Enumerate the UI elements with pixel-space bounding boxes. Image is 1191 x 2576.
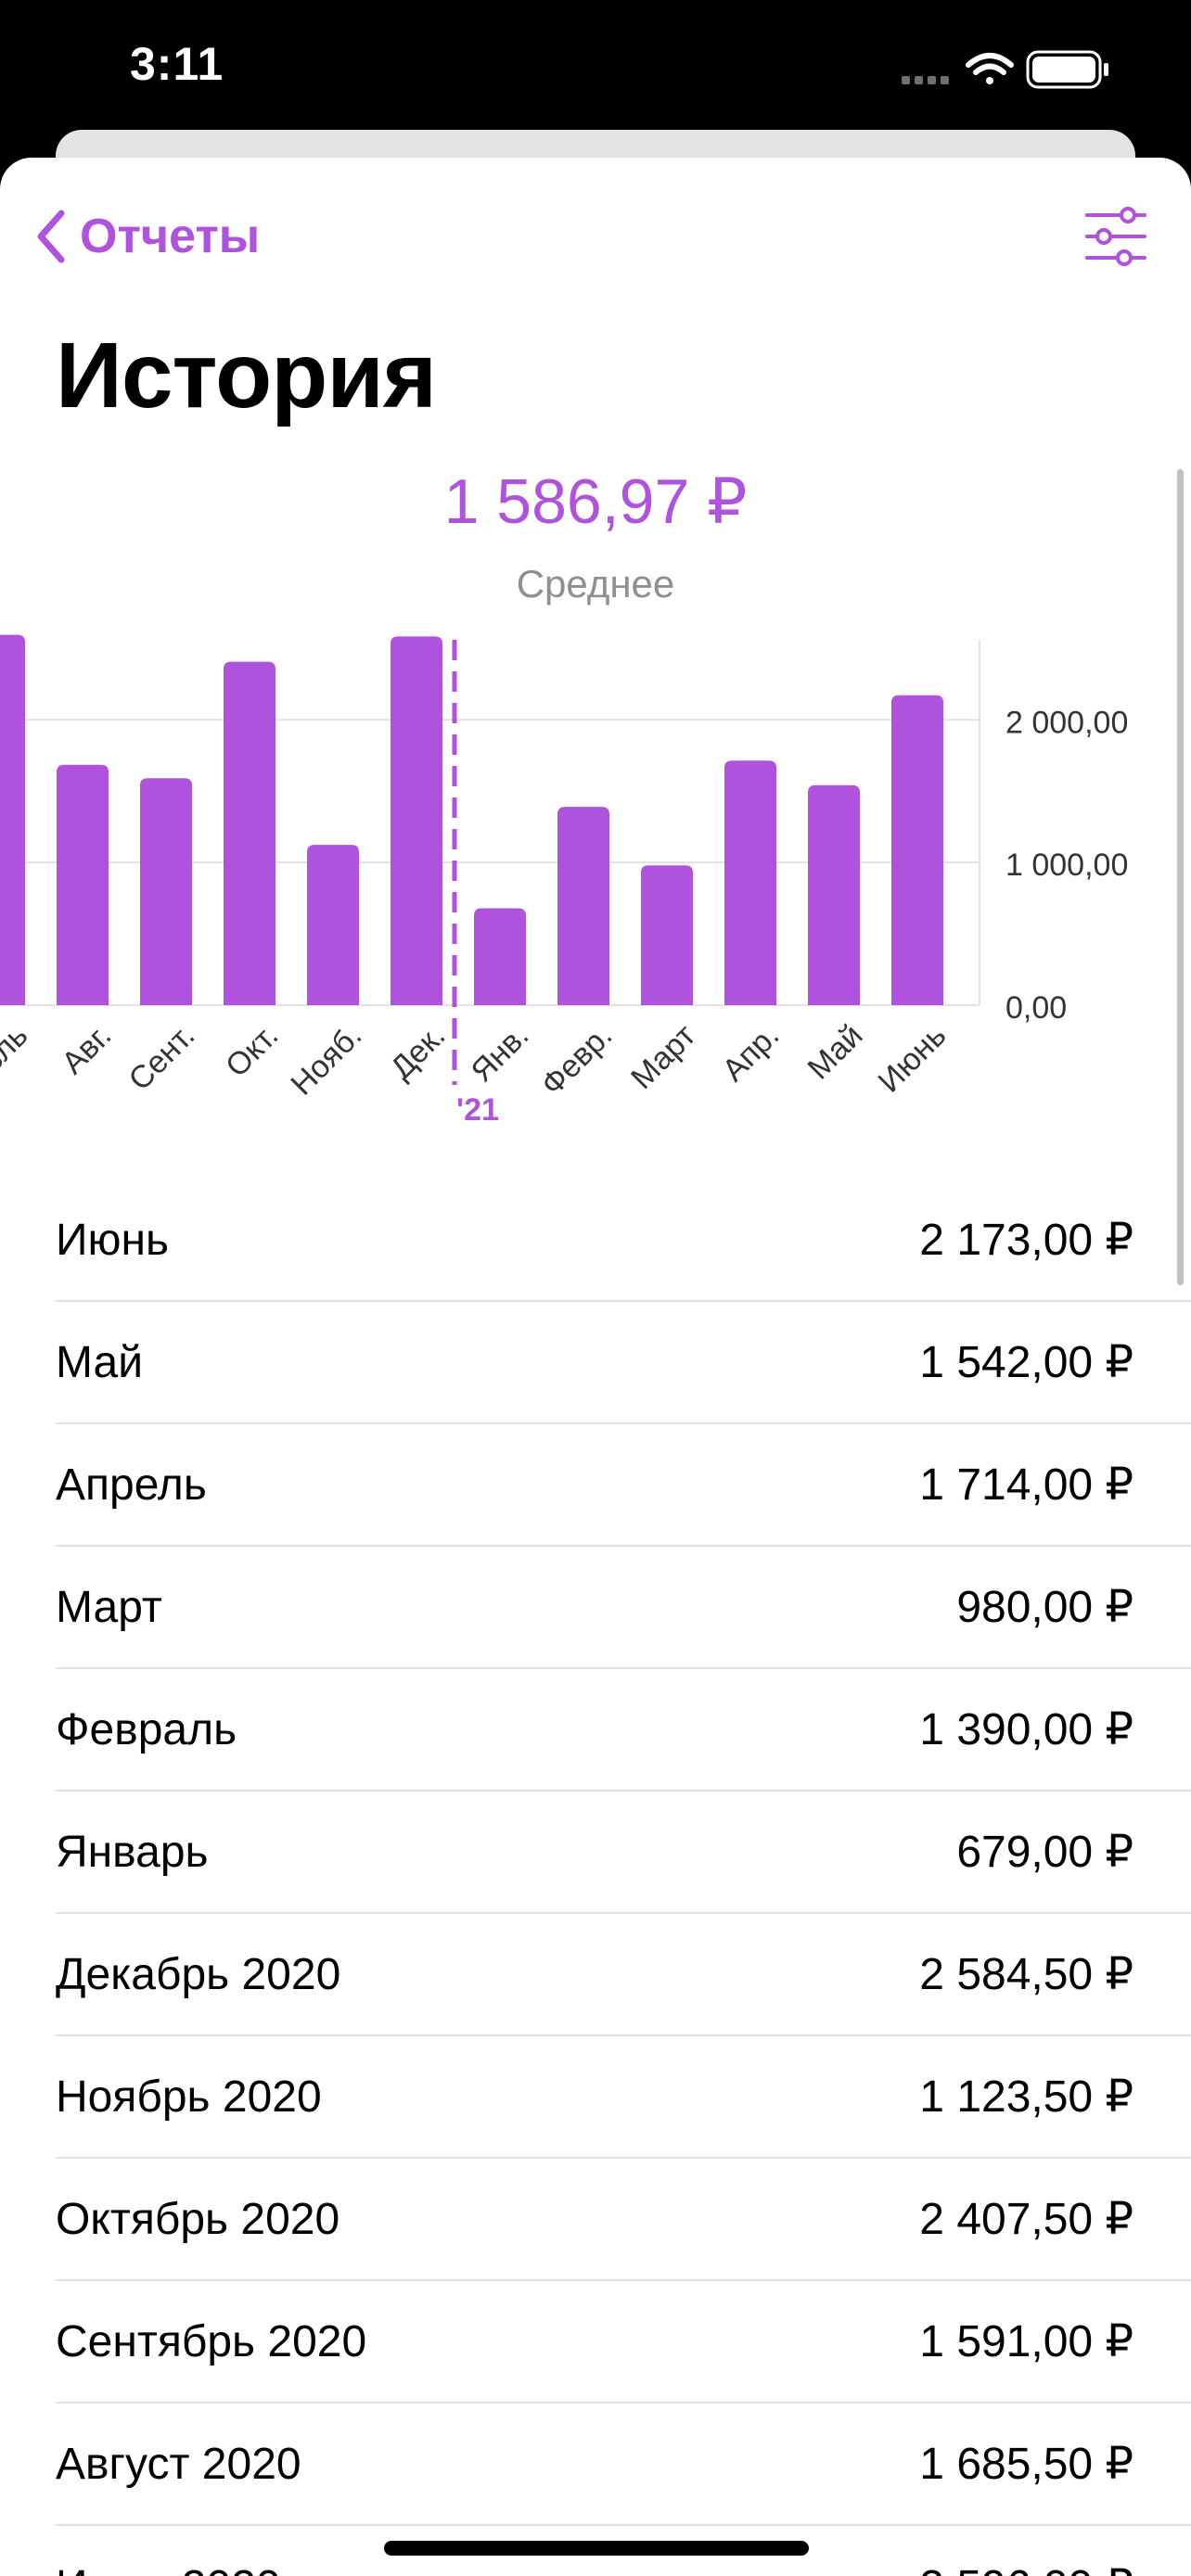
history-row-value: 1 390,00 ₽ (919, 1705, 1133, 1754)
history-row-label: Октябрь 2020 (56, 2195, 340, 2244)
y-tick-label: 0,00 (1005, 990, 1067, 1026)
row-separator (56, 1790, 1191, 1792)
chart-bar[interactable] (474, 908, 526, 1005)
home-indicator[interactable] (384, 2541, 809, 2556)
filter-button[interactable] (1083, 204, 1148, 269)
chart-bar[interactable] (307, 845, 359, 1005)
chart-bar[interactable] (391, 636, 442, 1005)
x-tick-label: Февр. (534, 1018, 619, 1103)
back-button-label: Отчеты (80, 210, 261, 263)
x-tick-label: Март (624, 1018, 702, 1096)
row-separator (56, 1422, 1191, 1424)
y-tick-label: 2 000,00 (1005, 705, 1128, 740)
history-row[interactable]: Январь 679,00 ₽ (0, 1792, 1191, 1914)
history-row[interactable]: Август 2020 1 685,50 ₽ (0, 2404, 1191, 2526)
row-separator (56, 1545, 1191, 1547)
x-tick-label: Сент. (122, 1018, 202, 1098)
status-icons (902, 48, 1115, 96)
history-row[interactable]: Декабрь 2020 2 584,50 ₽ (0, 1914, 1191, 2036)
row-separator (56, 2524, 1191, 2526)
row-separator (56, 1912, 1191, 1914)
chart-bar[interactable] (140, 778, 192, 1005)
sliders-icon (1085, 207, 1146, 266)
history-row[interactable]: Апрель 1 714,00 ₽ (0, 1424, 1191, 1547)
row-separator (56, 2402, 1191, 2404)
chart-bar[interactable] (57, 764, 109, 1005)
average-label: Среднее (516, 562, 675, 606)
chart-bar[interactable] (557, 807, 609, 1005)
x-tick-label: Апр. (716, 1018, 787, 1089)
history-row[interactable]: Октябрь 2020 2 407,50 ₽ (0, 2159, 1191, 2281)
history-row-label: Декабрь 2020 (56, 1950, 341, 1999)
chart-bar[interactable] (224, 661, 275, 1005)
back-button[interactable]: Отчеты (35, 204, 260, 269)
x-tick-label: Июнь (871, 1018, 953, 1100)
history-row[interactable]: Июнь 2 173,00 ₽ (0, 1180, 1191, 1302)
history-row-value: 1 685,50 ₽ (919, 2440, 1133, 2489)
history-row-label: Ноябрь 2020 (56, 2072, 322, 2122)
history-row[interactable]: Февраль 1 390,00 ₽ (0, 1669, 1191, 1792)
history-row-value: 2 173,00 ₽ (919, 1216, 1133, 1265)
status-bar: 3:11 (0, 0, 1191, 139)
history-row-value: 1 591,00 ₽ (919, 2317, 1133, 2366)
chart-bar[interactable] (0, 634, 25, 1005)
history-row-label: Апрель (56, 1460, 207, 1510)
average-value: 1 586,97 ₽ (443, 466, 748, 537)
wifi-icon (966, 53, 1014, 84)
history-row-label: Сентябрь 2020 (56, 2317, 367, 2366)
scroll-indicator[interactable] (1177, 469, 1184, 1285)
history-row[interactable]: Май 1 542,00 ₽ (0, 1302, 1191, 1424)
history-row-value: 679,00 ₽ (956, 1828, 1133, 1877)
history-row-label: Июнь (56, 1216, 170, 1265)
history-row-value: 2 584,50 ₽ (919, 1950, 1133, 1999)
row-separator (56, 2157, 1191, 2159)
row-separator (56, 2034, 1191, 2036)
chart-bar[interactable] (891, 695, 943, 1005)
row-separator (56, 2279, 1191, 2281)
y-tick-label: 1 000,00 (1005, 848, 1128, 883)
history-row-label: Март (56, 1583, 162, 1632)
history-row-value: 2 596,00 ₽ (919, 2526, 1133, 2576)
history-row-label: Май (56, 1338, 144, 1387)
x-tick-label: Май (801, 1018, 870, 1087)
status-time: 3:11 (130, 38, 224, 90)
history-row-value: 980,00 ₽ (956, 1583, 1133, 1632)
history-row-label: Январь (56, 1828, 209, 1877)
row-separator (56, 1300, 1191, 1302)
x-tick-label: Июль (0, 1018, 34, 1100)
history-row-label: Август 2020 (56, 2440, 301, 2489)
battery-icon (1026, 50, 1108, 89)
history-row[interactable]: Ноябрь 2020 1 123,50 ₽ (0, 2036, 1191, 2159)
history-row[interactable]: Март 980,00 ₽ (0, 1547, 1191, 1669)
x-tick-label: Янв. (465, 1018, 536, 1090)
history-row[interactable]: Сентябрь 2020 1 591,00 ₽ (0, 2281, 1191, 2404)
chevron-left-icon (37, 210, 65, 263)
history-row-value: 2 407,50 ₽ (919, 2195, 1133, 2244)
cellular-signal-icon (902, 76, 949, 84)
history-row[interactable]: Июль 2020 2 596,00 ₽ (0, 2526, 1191, 2576)
x-tick-label: Нояб. (284, 1018, 368, 1103)
history-row-value: 1 123,50 ₽ (919, 2072, 1133, 2122)
x-tick-label: Окт. (219, 1018, 285, 1084)
history-row-value: 1 542,00 ₽ (919, 1338, 1133, 1387)
history-row-label: Февраль (56, 1705, 237, 1754)
history-sheet: Отчеты История 1 586,97 ₽ Среднее 0,00 1 … (0, 158, 1191, 2576)
history-row-label: Июль 2020 (56, 2526, 281, 2576)
chart-bar[interactable] (641, 865, 693, 1005)
x-tick-label: Авг. (55, 1018, 118, 1081)
x-tick-label: Дек. (384, 1018, 453, 1087)
history-bar-chart: 0,00 1 000,00 2 000,00 Июль Авг. Сент. Окт.Ноя… (0, 634, 1128, 1128)
row-separator (56, 1667, 1191, 1669)
page-title: История (56, 324, 437, 427)
history-row-value: 1 714,00 ₽ (919, 1460, 1133, 1510)
chart-bar[interactable] (808, 784, 860, 1005)
year-marker-label: '21 (456, 1092, 499, 1128)
chart-bar[interactable] (724, 760, 776, 1005)
history-list: Июнь 2 173,00 ₽ Май 1 542,00 ₽ Апрель 1 714,0… (0, 1180, 1191, 2576)
